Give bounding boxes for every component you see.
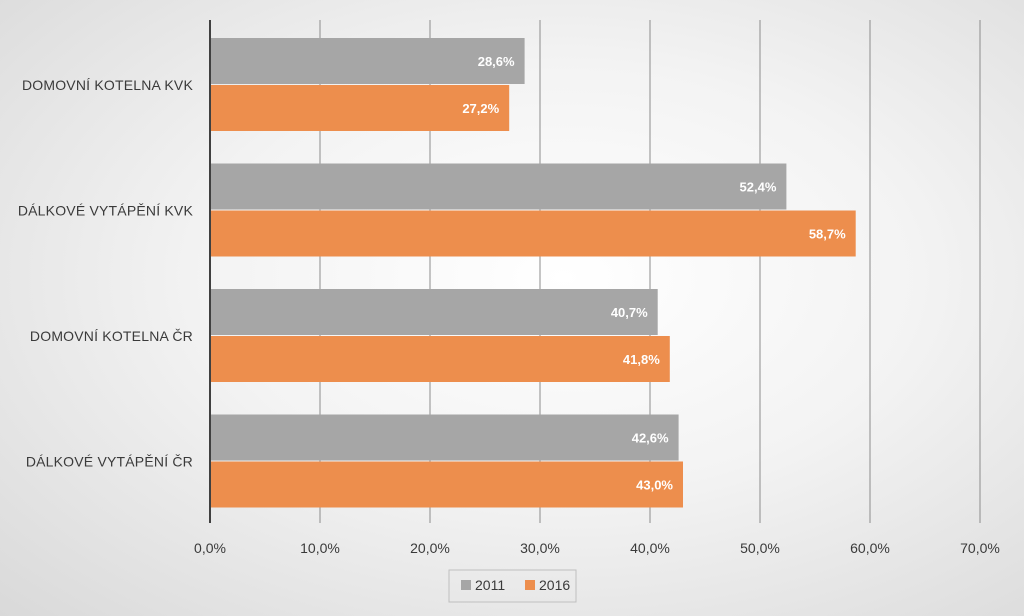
data-label: 58,7%: [809, 227, 846, 242]
category-label: DÁLKOVÉ VYTÁPĚNÍ KVK: [18, 203, 194, 219]
x-tick-label: 60,0%: [850, 540, 890, 556]
data-label: 40,7%: [611, 305, 648, 320]
bar-2016-1: [210, 210, 856, 257]
bar-2011-2: [210, 289, 658, 335]
x-tick-label: 40,0%: [630, 540, 670, 556]
category-labels: DOMOVNÍ KOTELNA KVK DÁLKOVÉ VYTÁPĚNÍ KVK D…: [18, 77, 194, 470]
data-label: 27,2%: [462, 101, 499, 116]
x-tick-label: 30,0%: [520, 540, 560, 556]
bar-2016-0: [210, 85, 510, 131]
bar-2016-2: [210, 336, 670, 382]
x-tick-label: 0,0%: [194, 540, 226, 556]
category-label: DOMOVNÍ KOTELNA ČR: [30, 328, 193, 344]
x-tick-labels: 0,0% 10,0% 20,0% 30,0% 40,0% 50,0% 60,0% 70,0%: [194, 540, 1000, 556]
bar-2011-1: [210, 163, 787, 210]
data-labels: 28,6% 27,2% 52,4% 58,7% 40,7% 41,8% 42,6% 43,0%: [462, 54, 846, 493]
legend-label: 2011: [475, 577, 505, 593]
bar-2011-3: [210, 414, 679, 461]
data-label: 43,0%: [636, 478, 673, 493]
legend-swatch-2016: [525, 580, 535, 590]
category-label: DOMOVNÍ KOTELNA KVK: [22, 77, 194, 93]
legend: 2011 2016: [448, 569, 577, 603]
legend-box: [448, 569, 577, 603]
data-label: 41,8%: [623, 352, 660, 367]
x-tick-label: 50,0%: [740, 540, 780, 556]
data-label: 52,4%: [740, 180, 777, 195]
x-tick-label: 20,0%: [410, 540, 450, 556]
data-label: 28,6%: [478, 54, 515, 69]
category-label: DÁLKOVÉ VYTÁPĚNÍ ČR: [26, 454, 193, 470]
legend-swatch-2011: [461, 580, 471, 590]
bars: [210, 38, 856, 508]
data-label: 42,6%: [632, 431, 669, 446]
x-tick-label: 70,0%: [960, 540, 1000, 556]
bar-2011-0: [210, 38, 525, 84]
x-tick-label: 10,0%: [300, 540, 340, 556]
bar-2016-3: [210, 461, 683, 508]
legend-label: 2016: [539, 577, 570, 593]
